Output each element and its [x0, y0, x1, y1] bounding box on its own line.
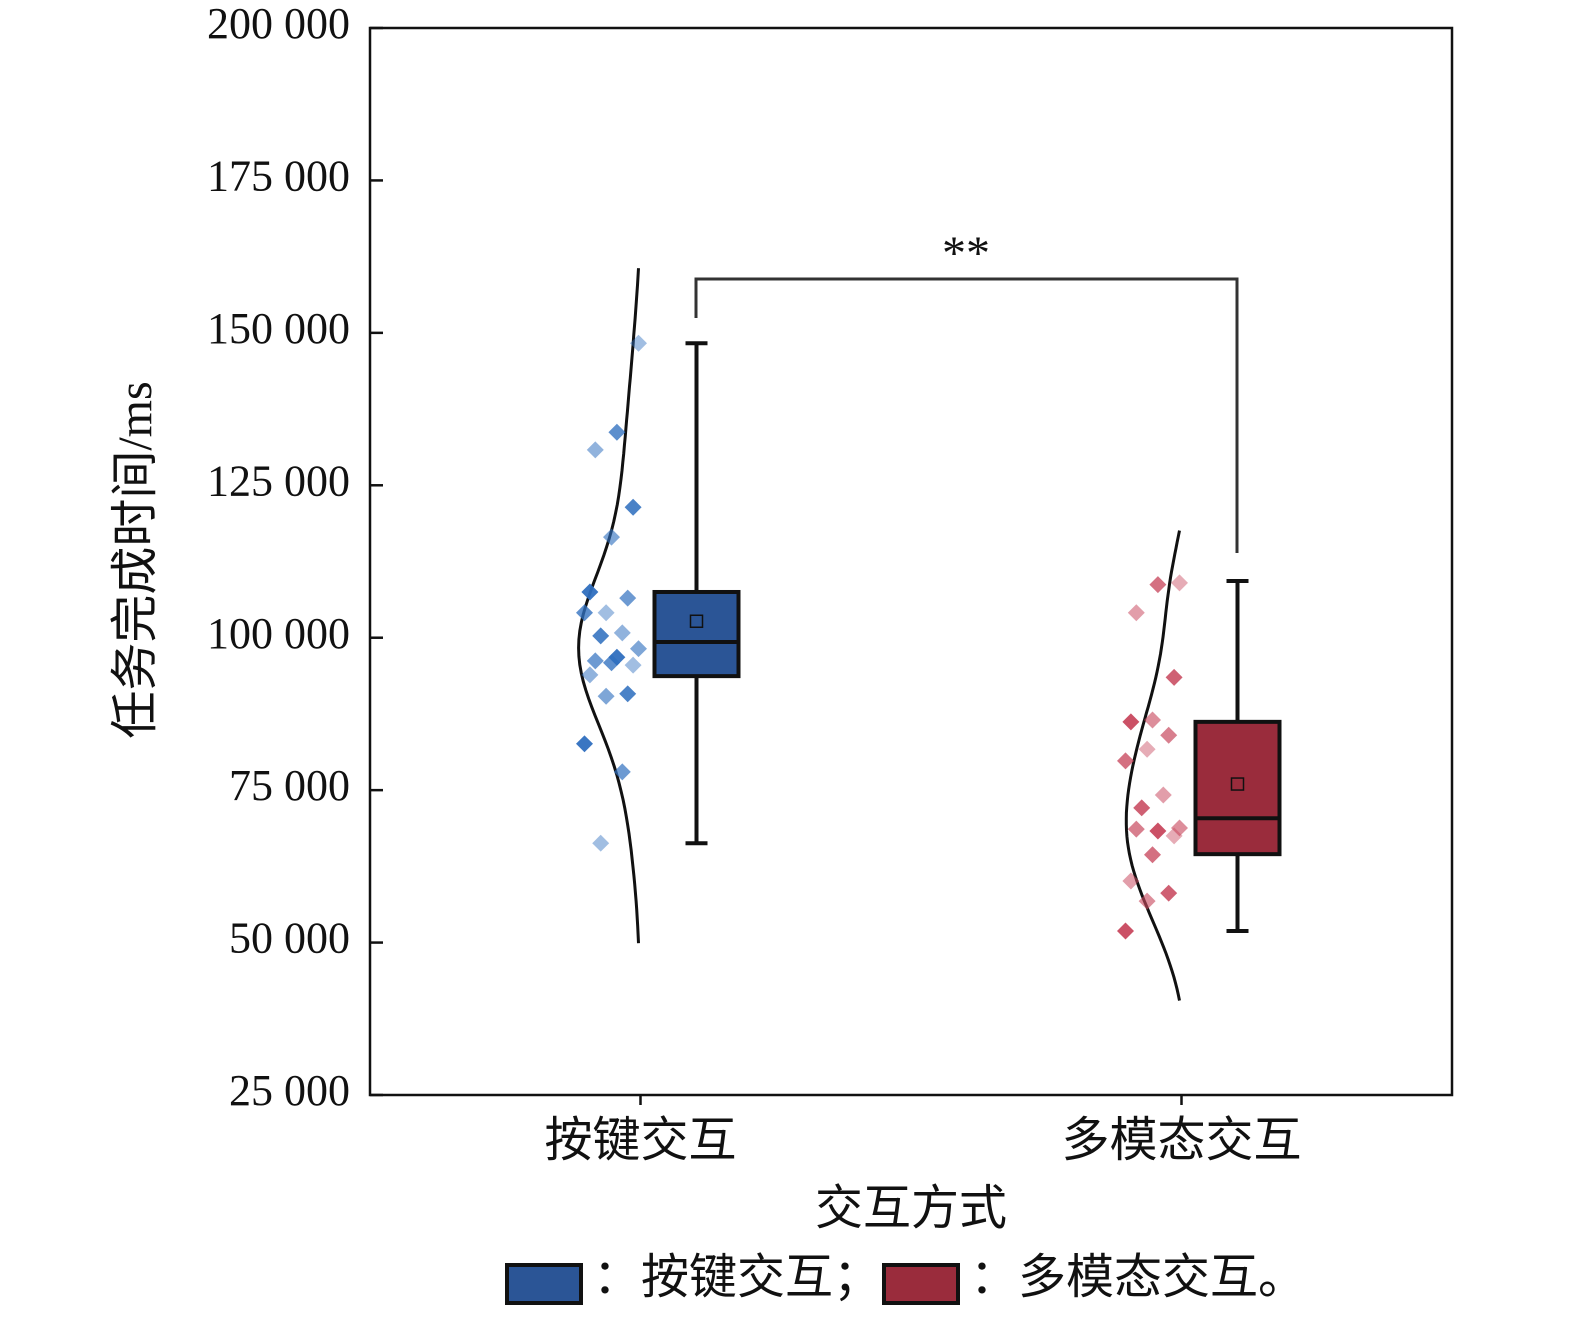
significance-label: **: [942, 227, 990, 280]
data-point: [603, 528, 620, 546]
y-tick-label: 150 000: [207, 304, 350, 353]
data-point: [592, 834, 610, 852]
data-point: [1171, 574, 1188, 592]
data-point: [1138, 740, 1156, 758]
data-point: [581, 666, 599, 684]
data-point: [1165, 668, 1183, 686]
data-point: [608, 423, 626, 441]
data-point: [592, 627, 610, 645]
legend-swatch: [505, 1263, 583, 1305]
data-point: [1122, 872, 1140, 890]
data-point: [597, 604, 615, 622]
data-point: [619, 589, 637, 607]
x-tick-label: 多模态交互: [1061, 1114, 1301, 1167]
data-point: [1138, 892, 1156, 910]
box: [1193, 719, 1282, 857]
data-point: [630, 334, 647, 352]
data-point: [576, 604, 593, 622]
data-point: [1144, 846, 1161, 864]
data-point: [624, 656, 642, 674]
data-point: [624, 498, 642, 516]
y-tick-label: 200 000: [207, 0, 350, 48]
x-tick-label: 按键交互: [544, 1114, 736, 1167]
data-point: [619, 685, 637, 703]
legend-swatch: [882, 1263, 960, 1305]
y-tick-label: 125 000: [207, 456, 350, 505]
data-point: [1127, 820, 1145, 838]
significance-bracket: [694, 277, 1239, 553]
violin-curve: [1124, 530, 1181, 1001]
data-point: [1149, 822, 1167, 840]
data-point: [1133, 799, 1151, 817]
data-point: [1122, 713, 1140, 731]
y-axis-label: 任务完成时间/ms: [109, 381, 162, 738]
data-point: [597, 687, 615, 705]
data-point: [1117, 752, 1134, 770]
data-point: [586, 652, 604, 670]
data-point: [1160, 726, 1178, 744]
mean-marker: [1230, 777, 1245, 791]
legend-label: ：按键交互；: [593, 1251, 881, 1304]
data-point: [630, 640, 647, 658]
data-point: [1144, 711, 1161, 729]
y-tick-label: 75 000: [229, 761, 350, 810]
data-point: [576, 735, 593, 753]
y-tick-label: 100 000: [207, 609, 350, 658]
data-point: [1149, 576, 1167, 594]
legend-label: ：多模态交互。: [970, 1251, 1306, 1304]
data-point: [1117, 922, 1134, 940]
data-point: [1160, 884, 1178, 902]
x-axis-label: 交互方式: [815, 1182, 1007, 1235]
y-tick-label: 50 000: [229, 914, 350, 963]
data-point: [1154, 786, 1172, 804]
mean-marker: [689, 614, 704, 629]
data-point: [586, 441, 604, 459]
box: [652, 589, 741, 679]
data-point: [1127, 604, 1145, 622]
data-point: [1171, 819, 1188, 837]
violin-curve: [577, 268, 640, 944]
data-point: [581, 583, 599, 601]
data-point: [603, 654, 620, 672]
data-point: [613, 763, 631, 781]
data-point: [1165, 827, 1183, 845]
data-point: [613, 624, 631, 642]
y-tick-label: 175 000: [207, 152, 350, 201]
y-tick-label: 25 000: [229, 1066, 350, 1115]
plot-frame: [368, 26, 1454, 1097]
